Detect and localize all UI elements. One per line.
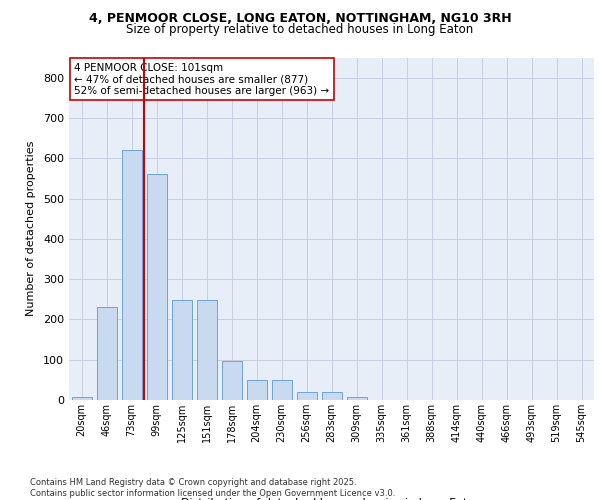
Bar <box>172 300 191 400</box>
Bar <box>247 380 266 400</box>
X-axis label: Distribution of detached houses by size in Long Eaton: Distribution of detached houses by size … <box>181 498 482 500</box>
Text: Contains HM Land Registry data © Crown copyright and database right 2025.
Contai: Contains HM Land Registry data © Crown c… <box>30 478 395 498</box>
Bar <box>271 380 292 400</box>
Y-axis label: Number of detached properties: Number of detached properties <box>26 141 36 316</box>
Bar <box>322 392 341 400</box>
Bar <box>97 306 116 400</box>
Text: 4 PENMOOR CLOSE: 101sqm
← 47% of detached houses are smaller (877)
52% of semi-d: 4 PENMOOR CLOSE: 101sqm ← 47% of detache… <box>74 62 329 96</box>
Text: 4, PENMOOR CLOSE, LONG EATON, NOTTINGHAM, NG10 3RH: 4, PENMOOR CLOSE, LONG EATON, NOTTINGHAM… <box>89 12 511 26</box>
Bar <box>296 392 317 400</box>
Bar <box>197 300 217 400</box>
Text: Size of property relative to detached houses in Long Eaton: Size of property relative to detached ho… <box>127 22 473 36</box>
Bar <box>146 174 167 400</box>
Bar <box>347 397 367 400</box>
Bar <box>121 150 142 400</box>
Bar <box>221 360 241 400</box>
Bar <box>71 397 91 400</box>
